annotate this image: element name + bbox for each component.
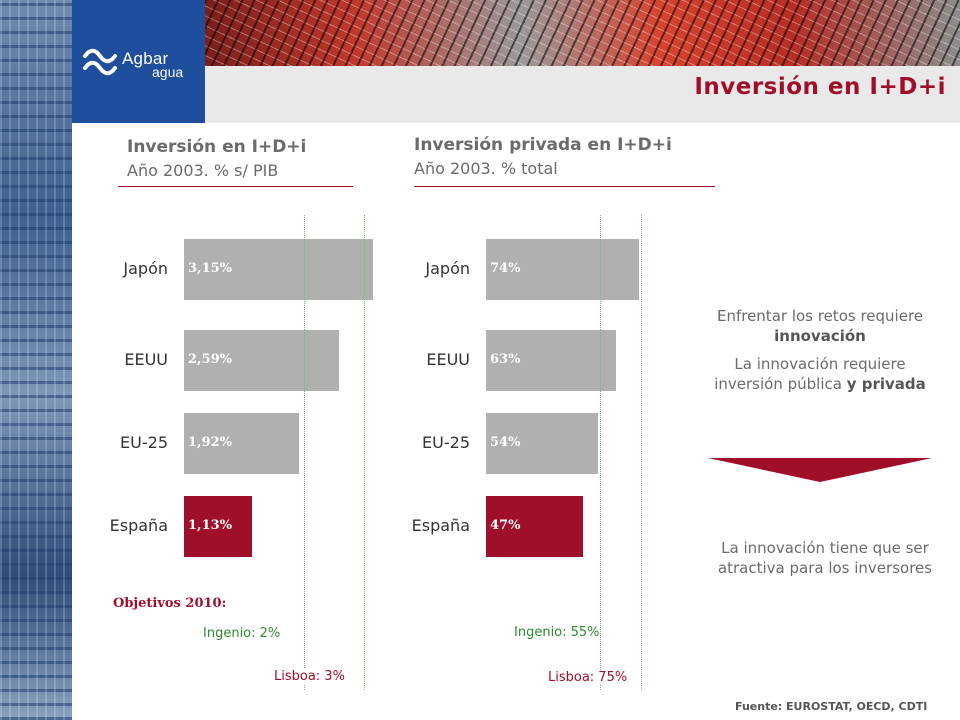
bar-value-label: 54% bbox=[490, 435, 521, 450]
objectives-label: Objetivos 2010: bbox=[113, 596, 227, 611]
side-text-2a: La innovación requiere inversión pública bbox=[714, 355, 906, 393]
bar-category-label: EEUU bbox=[426, 350, 470, 369]
side-text-attractive: La innovación tiene que ser atractiva pa… bbox=[717, 539, 933, 577]
bar-value-label: 1,13% bbox=[188, 518, 233, 533]
side-text-2b: y privada bbox=[846, 375, 926, 393]
bar-value-label: 74% bbox=[490, 261, 521, 276]
down-arrow-icon bbox=[708, 458, 932, 482]
bar bbox=[184, 239, 373, 300]
side-text-1b: innovación bbox=[774, 327, 866, 345]
title-bar bbox=[205, 66, 960, 123]
bar-value-label: 3,15% bbox=[188, 261, 233, 276]
bar bbox=[184, 413, 299, 474]
chart1-title: Inversión en I+D+i bbox=[127, 137, 307, 157]
bar-category-label: EU-25 bbox=[422, 433, 470, 452]
page-title: Inversión en I+D+i bbox=[694, 74, 946, 100]
header-photo bbox=[205, 0, 960, 66]
bar-category-label: Japón bbox=[123, 259, 168, 278]
reference-line bbox=[600, 215, 601, 690]
brand-name: Agbar bbox=[122, 49, 169, 68]
chart2-subtitle: Año 2003. % total bbox=[414, 159, 558, 178]
chart2-title-rule bbox=[414, 186, 715, 187]
bar bbox=[486, 413, 598, 474]
reference-line-label: Ingenio: 2% bbox=[203, 626, 281, 641]
side-text-1a: Enfrentar los retos requiere bbox=[716, 307, 924, 325]
side-text-challenges: Enfrentar los retos requiere innovación bbox=[700, 306, 940, 346]
bar bbox=[486, 239, 639, 300]
bar bbox=[184, 330, 339, 391]
bar-value-label: 63% bbox=[490, 352, 521, 367]
brand-sub: agua bbox=[152, 64, 184, 80]
bar-category-label: España bbox=[109, 516, 168, 535]
bar-category-label: EU-25 bbox=[120, 433, 168, 452]
bar-value-label: 2,59% bbox=[188, 352, 233, 367]
bar-value-label: 1,92% bbox=[188, 435, 233, 450]
side-text-investment: La innovación requiere inversión pública… bbox=[700, 354, 940, 394]
source-note: Fuente: EUROSTAT, OECD, CDTI bbox=[735, 700, 928, 713]
reference-line-label: Ingenio: 55% bbox=[514, 625, 600, 640]
reference-line bbox=[304, 215, 305, 690]
bar bbox=[184, 496, 252, 557]
bar bbox=[486, 330, 616, 391]
reference-line bbox=[364, 215, 365, 690]
bar-category-label: España bbox=[411, 516, 470, 535]
bar-category-label: Japón bbox=[425, 259, 470, 278]
chart1-title-rule bbox=[118, 186, 353, 187]
building-photo-strip bbox=[0, 0, 72, 720]
bar bbox=[486, 496, 583, 557]
chart1-subtitle: Año 2003. % s/ PIB bbox=[127, 161, 279, 180]
bar-category-label: EEUU bbox=[124, 350, 168, 369]
reference-line-label: Lisboa: 75% bbox=[548, 670, 628, 685]
bar-value-label: 47% bbox=[490, 518, 521, 533]
reference-line bbox=[641, 215, 642, 690]
chart2-title: Inversión privada en I+D+i bbox=[414, 135, 672, 155]
reference-line-label: Lisboa: 3% bbox=[274, 669, 345, 684]
agbar-logo-icon bbox=[83, 48, 117, 76]
